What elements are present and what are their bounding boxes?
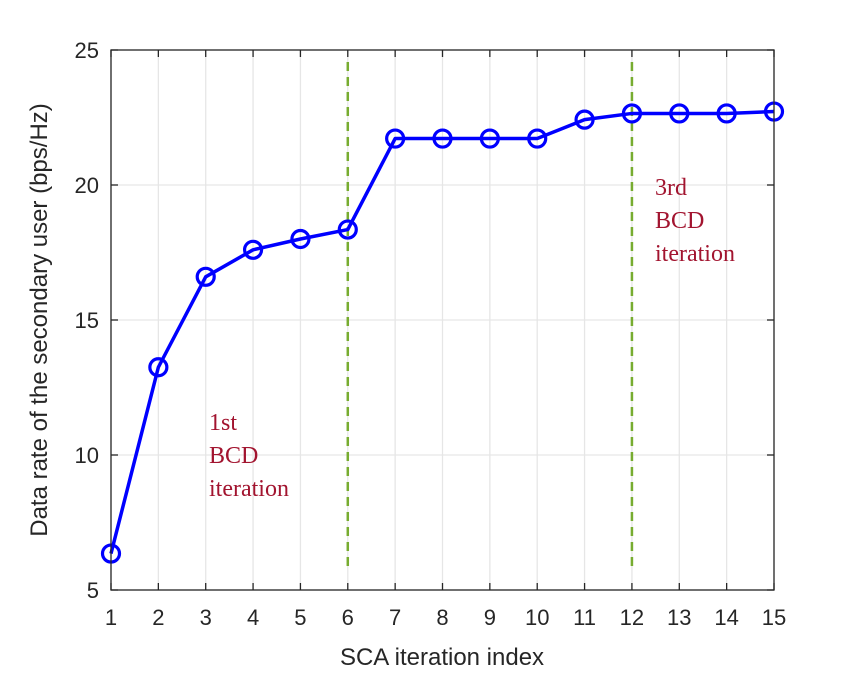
x-tick-label: 1: [105, 605, 117, 630]
x-axis-title: SCA iteration index: [340, 644, 544, 671]
annotation-3rd-line2: BCD: [655, 208, 704, 234]
data-point-marker: [195, 266, 216, 287]
annotation-3rd-bcd: 3rd BCD iteration: [655, 175, 735, 267]
annotation-3rd-line1: 3rd: [655, 175, 687, 201]
data-point-marker: [385, 128, 406, 149]
x-tick-label: 13: [667, 605, 691, 630]
axes: [110, 49, 775, 591]
annotation-1st-bcd: 1st BCD iteration: [209, 410, 289, 502]
data-point-marker: [432, 128, 453, 149]
data-point-marker: [242, 239, 264, 260]
x-tick-label: 3: [200, 605, 212, 630]
y-tick-label: 10: [75, 443, 99, 468]
x-tick-label: 9: [484, 605, 496, 630]
data-point-marker: [337, 219, 358, 240]
x-tick-label: 15: [762, 605, 786, 630]
data-point-marker: [527, 128, 548, 149]
data-point-marker: [574, 109, 595, 130]
data-point-marker: [290, 228, 311, 250]
x-tick-label: 7: [389, 605, 401, 630]
x-tick-label: 2: [152, 605, 164, 630]
x-tick-label: 8: [436, 605, 448, 630]
annotation-1st-line3: iteration: [209, 476, 289, 502]
x-tick-label: 5: [294, 605, 306, 630]
data-point-marker: [716, 103, 737, 124]
y-tick-label: 25: [75, 38, 99, 63]
y-tick-label: 5: [87, 578, 99, 603]
data-point-marker: [621, 103, 643, 124]
data-point-marker: [148, 357, 169, 378]
x-tick-labels: 1 2 3 4 5 6 7 8 9 10 11 12 13 14 15: [105, 605, 786, 630]
x-tick-label: 11: [573, 605, 596, 630]
y-tick-labels: 5 10 15 20 25: [75, 38, 99, 603]
x-tick-label: 10: [525, 605, 549, 630]
data-point-marker: [479, 128, 500, 149]
x-tick-label: 12: [620, 605, 644, 630]
y-tick-label: 20: [75, 173, 99, 198]
x-tick-label: 14: [714, 605, 738, 630]
annotation-1st-line2: BCD: [209, 443, 258, 469]
annotation-3rd-line3: iteration: [655, 241, 735, 267]
data-point-marker: [669, 103, 690, 124]
series-line: [109, 109, 775, 554]
x-tick-label: 6: [342, 605, 354, 630]
y-tick-label: 15: [75, 308, 99, 333]
annotation-1st-line1: 1st: [209, 410, 237, 436]
bcd-boundaries: [346, 62, 634, 572]
x-tick-label: 4: [247, 605, 259, 630]
y-axis-title: Data rate of the secondary user (bps/Hz): [26, 103, 53, 537]
